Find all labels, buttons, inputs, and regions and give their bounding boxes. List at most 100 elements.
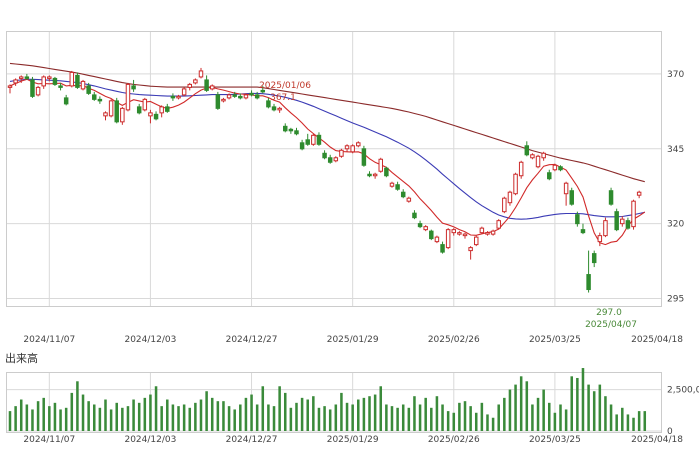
volume-bar (126, 406, 130, 431)
candle (221, 97, 226, 103)
candle-body (209, 85, 215, 90)
candle (412, 210, 417, 220)
candle-body (204, 79, 209, 91)
candle (485, 231, 490, 236)
price-x-tick-label: 2025/03/25 (529, 335, 581, 345)
candle (153, 111, 159, 121)
candle (108, 99, 114, 118)
candle (193, 78, 198, 85)
volume-x-tick-label: 2024/11/07 (23, 435, 75, 445)
volume-bar (267, 404, 270, 431)
volume-bar (480, 402, 484, 431)
volume-bar (42, 397, 45, 431)
candle-body (327, 157, 333, 163)
candle-body (474, 236, 479, 246)
candle-body (136, 106, 142, 114)
volume-x-tick-label: 2025/01/29 (327, 435, 379, 445)
candle-body (288, 128, 294, 132)
volume-x-tick-label: 2024/12/03 (124, 435, 176, 445)
candle (311, 133, 316, 146)
volume-bar (182, 404, 186, 431)
candle (541, 151, 546, 161)
volume-bar (283, 392, 287, 431)
candle-body (153, 113, 159, 120)
candle-body (569, 190, 574, 205)
candle-body (423, 226, 428, 231)
candle (479, 226, 485, 235)
candle (294, 127, 299, 136)
high-date-annotation: 2025/01/06 (259, 81, 311, 91)
volume-bar (70, 392, 74, 431)
candle-body (176, 95, 181, 99)
volume-bar (8, 411, 12, 431)
volume-bar (115, 402, 118, 431)
candle (316, 132, 322, 146)
candle (614, 208, 619, 232)
candle-body (462, 233, 468, 237)
candle (490, 229, 496, 236)
candle-body (535, 155, 541, 168)
candle (232, 91, 237, 98)
candle (631, 199, 636, 230)
candle (395, 181, 400, 191)
candle-body (187, 83, 192, 88)
candle (563, 181, 569, 206)
candle (277, 106, 282, 113)
candle (558, 165, 563, 172)
volume-bar (491, 417, 495, 431)
volume-bar (227, 406, 231, 431)
candle-body (530, 154, 535, 159)
candle-body (148, 112, 153, 117)
candle (569, 187, 574, 206)
candle-body (41, 76, 46, 87)
candle-body (631, 200, 636, 228)
candle-body (468, 247, 473, 252)
candle (608, 187, 614, 206)
candle (547, 169, 552, 181)
candle-body (361, 148, 367, 166)
candle-body (344, 145, 350, 150)
candle (30, 76, 35, 98)
volume-bar (92, 404, 96, 431)
candle (86, 82, 91, 95)
candle-body (18, 76, 24, 79)
candle-body (238, 95, 243, 99)
candle (322, 150, 327, 160)
volume-bar (194, 402, 197, 431)
volume-bar (25, 404, 29, 431)
candle (625, 217, 631, 230)
volume-bar (177, 406, 180, 431)
candle (603, 217, 608, 238)
candle (372, 172, 378, 179)
candle (451, 228, 457, 236)
candle-body (479, 227, 485, 234)
price-annotations: 2025/01/06 367.1 297.0 2025/04/07 (259, 81, 637, 330)
volume-bar (542, 389, 545, 431)
volume-bar (160, 406, 163, 431)
volume-bar (345, 402, 349, 431)
volume-bar (514, 384, 517, 431)
volume-bar (519, 376, 523, 431)
candle (18, 75, 24, 83)
volume-bar (19, 399, 23, 431)
candle (586, 250, 591, 293)
candle (434, 235, 440, 244)
candle-body (226, 94, 232, 99)
volume-bar (581, 368, 585, 431)
candle-body (591, 253, 597, 264)
candle-body (120, 107, 125, 123)
candle-body (440, 244, 445, 253)
volume-bar (379, 386, 383, 431)
candle-body (547, 172, 552, 180)
volume-bar (295, 402, 298, 431)
volume-bar (418, 404, 422, 431)
candle (114, 97, 119, 124)
candle-body (356, 142, 361, 147)
candle-body (249, 92, 254, 96)
candle (457, 231, 462, 236)
volume-bar (272, 406, 276, 431)
candle-body (170, 95, 176, 99)
candle (400, 189, 406, 199)
candle (417, 220, 423, 229)
